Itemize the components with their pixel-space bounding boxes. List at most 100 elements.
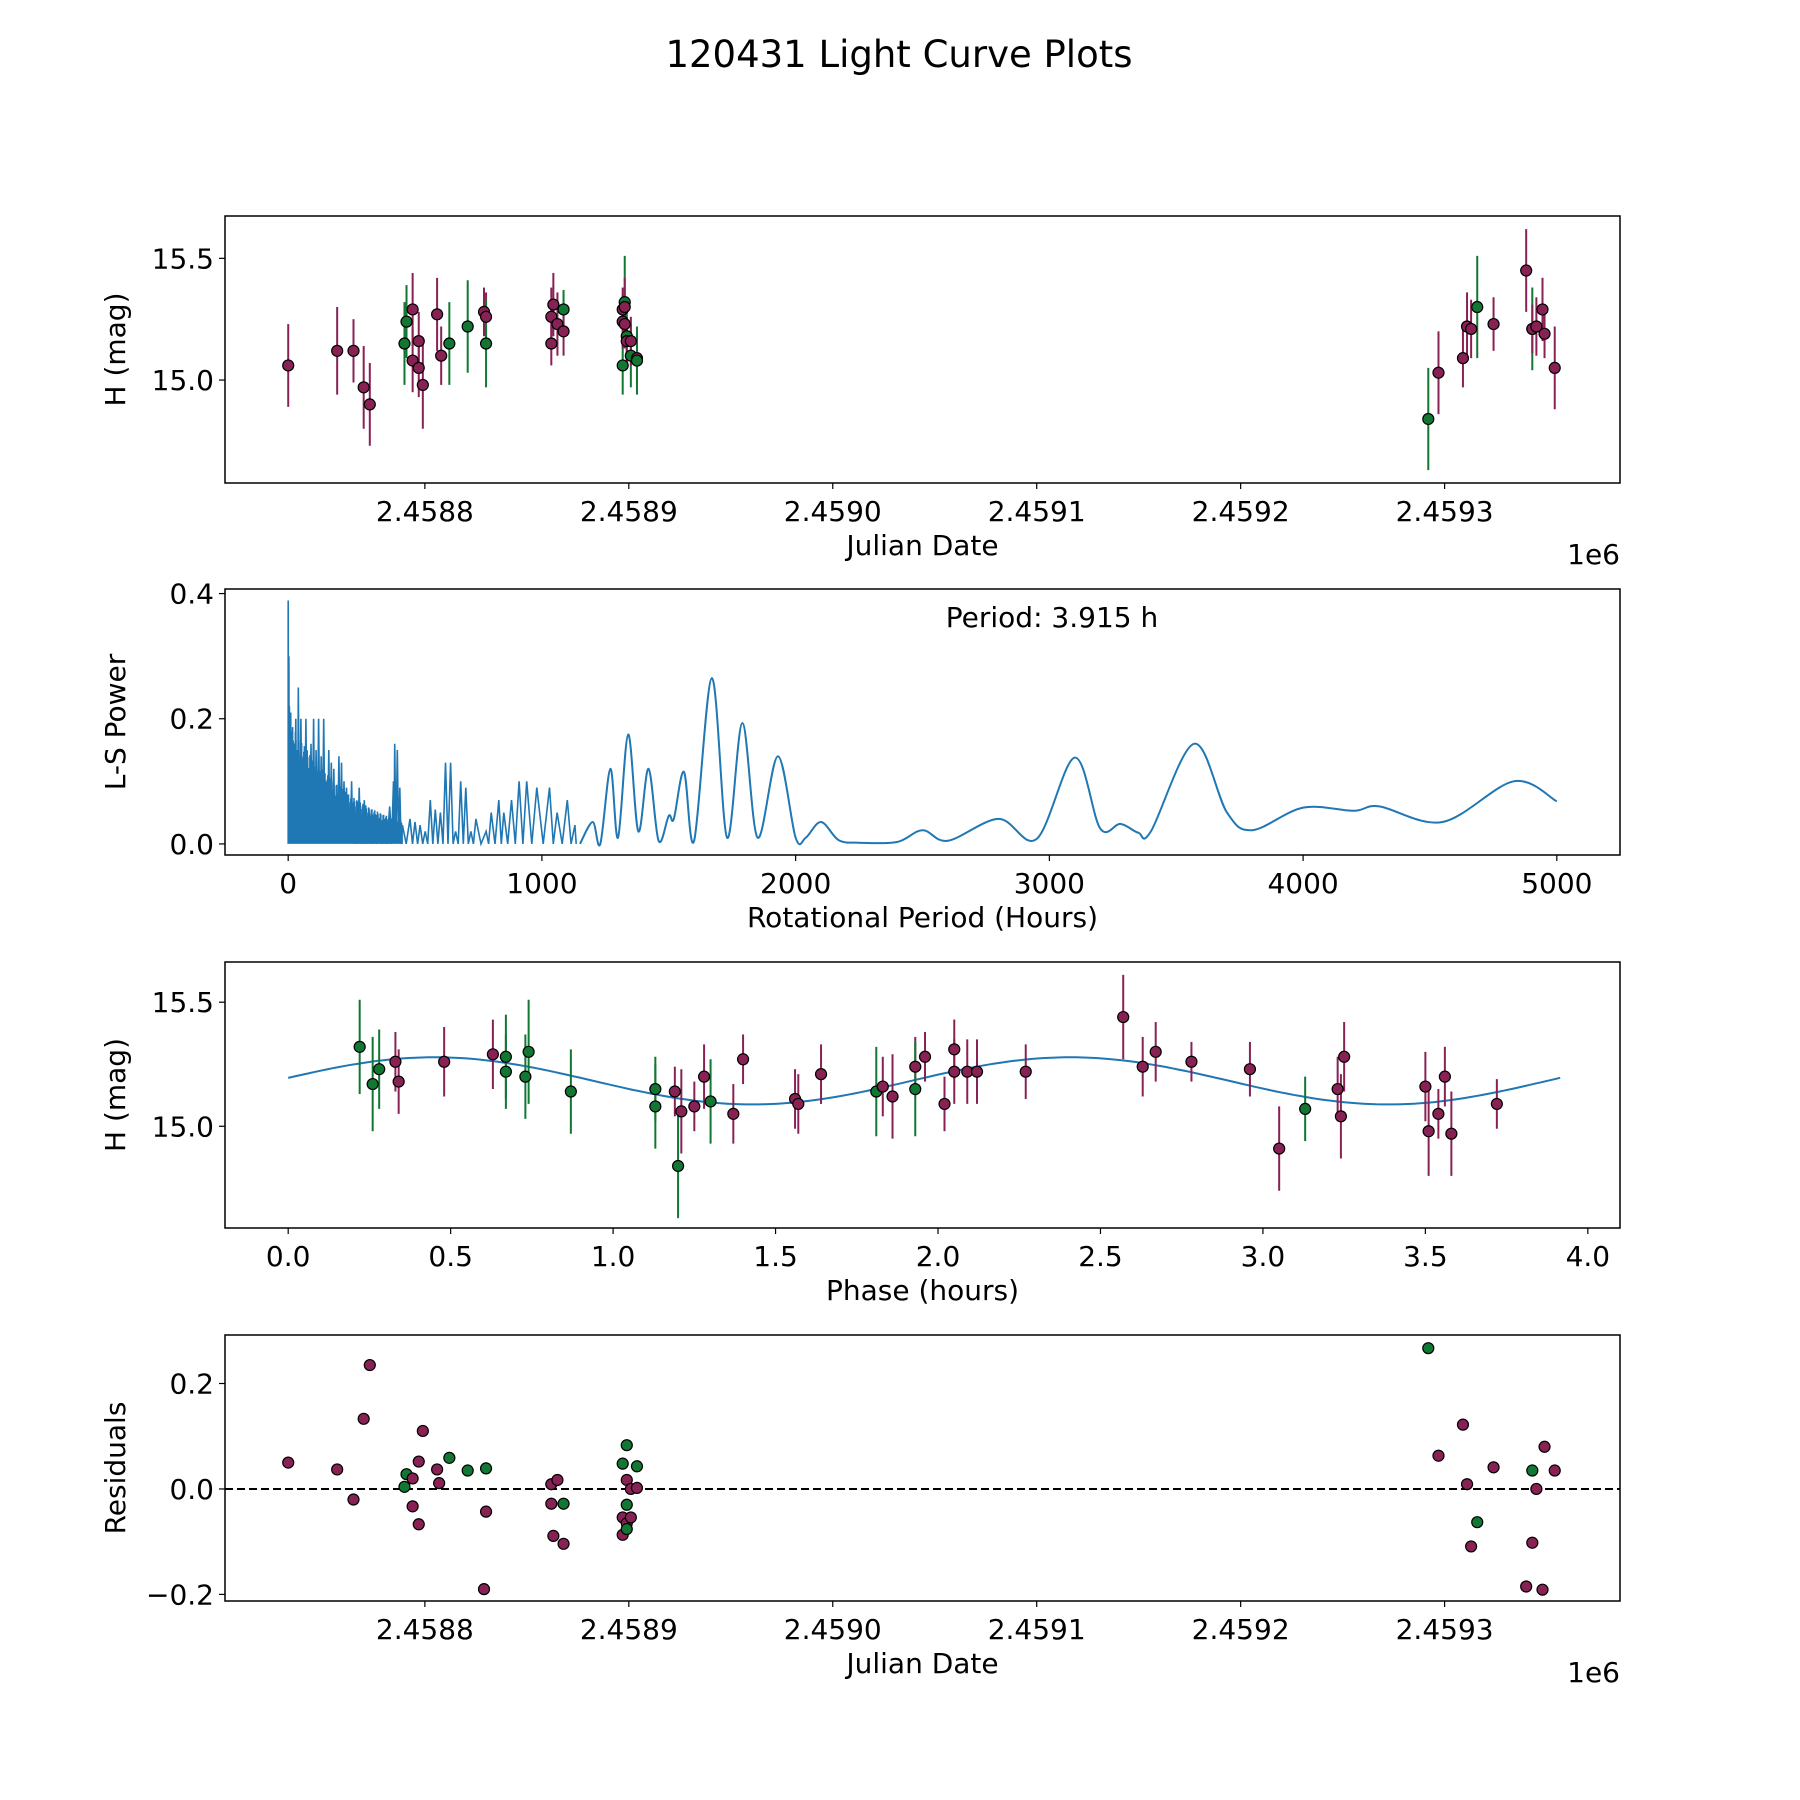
- x-axis-label: Phase (hours): [826, 1274, 1019, 1307]
- x-tick-label: 0.0: [266, 1240, 311, 1273]
- phased-panel: 0.0 0.5 1.0 1.5 2.0 2.5 3.0 3.5 4.0 15.0 15.5 Phase…: [99, 961, 1621, 1307]
- data-point: [461, 320, 474, 333]
- data-point: [792, 1097, 805, 1111]
- periodogram-panel: 0 1000 2000 3000 4000 5000 0.0 0.2 0.4 Rotational…: [99, 578, 1621, 934]
- data-point: [398, 337, 411, 350]
- data-point: [1471, 300, 1484, 314]
- data-point: [1117, 1010, 1130, 1024]
- data-point: [1185, 1055, 1198, 1068]
- data-point: [814, 1068, 828, 1081]
- y-axis-label: Residuals: [99, 1402, 132, 1535]
- data-point: [1456, 1418, 1470, 1431]
- figure-title: 120431 Light Curve Plots: [665, 33, 1132, 76]
- x-tick-label: 5000: [1521, 867, 1592, 900]
- data-point: [649, 1100, 662, 1113]
- y-tick-label: 15.5: [152, 242, 214, 275]
- y-axis-label: H (mag): [99, 292, 132, 406]
- data-point: [876, 1080, 889, 1093]
- data-point: [398, 1480, 411, 1493]
- x-tick-label: 2.4588: [376, 1613, 474, 1646]
- data-point: [1548, 361, 1561, 374]
- data-point: [1432, 1449, 1445, 1462]
- period-annotation: Period: 3.915 h: [946, 601, 1158, 634]
- offset-text: 1e6: [1567, 1656, 1620, 1689]
- lightcurve-panel: 2.4588 2.4589 2.4590 2.4591 2.4592 2.4593 15.0…: [99, 215, 1621, 571]
- data-point: [1331, 1082, 1344, 1096]
- data-point: [909, 1060, 922, 1073]
- data-point: [564, 1085, 577, 1098]
- data-point: [373, 1063, 386, 1076]
- periodogram-noise: [287, 600, 577, 847]
- data-point: [688, 1100, 701, 1113]
- x-tick-label: 1.0: [591, 1240, 636, 1273]
- x-tick-label: 3.0: [1241, 1240, 1286, 1273]
- data-point: [1422, 1342, 1435, 1355]
- data-point: [970, 1065, 984, 1078]
- data-point: [1338, 1050, 1351, 1063]
- axes-frame: [224, 1334, 1621, 1602]
- data-point: [357, 1412, 370, 1425]
- x-tick-label: 2.5: [1078, 1240, 1123, 1273]
- data-point: [620, 1439, 633, 1452]
- data-point: [499, 1065, 512, 1078]
- data-point: [461, 1464, 474, 1477]
- data-point: [406, 303, 419, 316]
- data-point: [406, 1472, 419, 1485]
- data-point: [1530, 320, 1543, 333]
- data-point: [522, 1045, 535, 1058]
- data-point: [412, 1518, 425, 1531]
- data-point: [547, 298, 560, 311]
- data-point: [406, 1500, 419, 1513]
- data-point: [630, 1460, 644, 1473]
- data-point: [479, 337, 493, 350]
- data-point: [479, 310, 493, 323]
- data-point: [347, 344, 360, 357]
- axes-frame: [224, 588, 1621, 856]
- x-tick-label: 4000: [1267, 867, 1338, 900]
- periodogram-line: [579, 677, 1558, 847]
- data-point: [736, 1053, 750, 1066]
- x-tick-label: 2.4592: [1192, 495, 1290, 528]
- data-point: [479, 1462, 493, 1475]
- data-point: [1422, 1125, 1435, 1138]
- data-point: [412, 1455, 425, 1468]
- data-point: [412, 361, 425, 374]
- data-point: [1334, 1110, 1348, 1123]
- y-axis-label: H (mag): [99, 1038, 132, 1152]
- data-point: [443, 1451, 456, 1464]
- data-point: [416, 378, 429, 392]
- data-point: [363, 398, 376, 411]
- data-point: [1465, 1540, 1478, 1553]
- data-point: [435, 349, 448, 362]
- x-tick-label: 2.4589: [580, 1613, 678, 1646]
- x-tick-label: 2.4592: [1192, 1613, 1290, 1646]
- x-tick-label: 2000: [760, 867, 831, 900]
- y-tick-label: 0.0: [169, 828, 214, 861]
- data-point: [918, 1050, 932, 1063]
- data-point: [331, 1463, 344, 1476]
- x-tick-label: 2.4593: [1396, 495, 1494, 528]
- data-point: [392, 1075, 405, 1088]
- data-point: [557, 1537, 570, 1550]
- x-tick-label: 1000: [506, 867, 577, 900]
- x-tick-label: 3.5: [1403, 1240, 1448, 1273]
- data-point: [938, 1097, 951, 1111]
- data-point: [624, 1511, 637, 1524]
- data-point: [353, 1040, 366, 1053]
- data-point: [557, 1497, 570, 1510]
- data-point: [886, 1090, 899, 1103]
- data-point: [1299, 1102, 1312, 1115]
- data-point: [1432, 366, 1445, 379]
- x-tick-label: 1.5: [753, 1240, 798, 1273]
- data-point: [1520, 264, 1533, 277]
- y-tick-label: 0.2: [169, 1368, 214, 1401]
- x-tick-label: 2.4593: [1396, 1613, 1494, 1646]
- x-tick-label: 2.4590: [784, 495, 882, 528]
- x-tick-label: 2.4591: [988, 1613, 1086, 1646]
- x-tick-label: 2.4589: [580, 495, 678, 528]
- data-point: [1490, 1097, 1503, 1111]
- x-tick-label: 2.4590: [784, 1613, 882, 1646]
- data-point: [697, 1070, 711, 1083]
- data-point: [624, 335, 637, 348]
